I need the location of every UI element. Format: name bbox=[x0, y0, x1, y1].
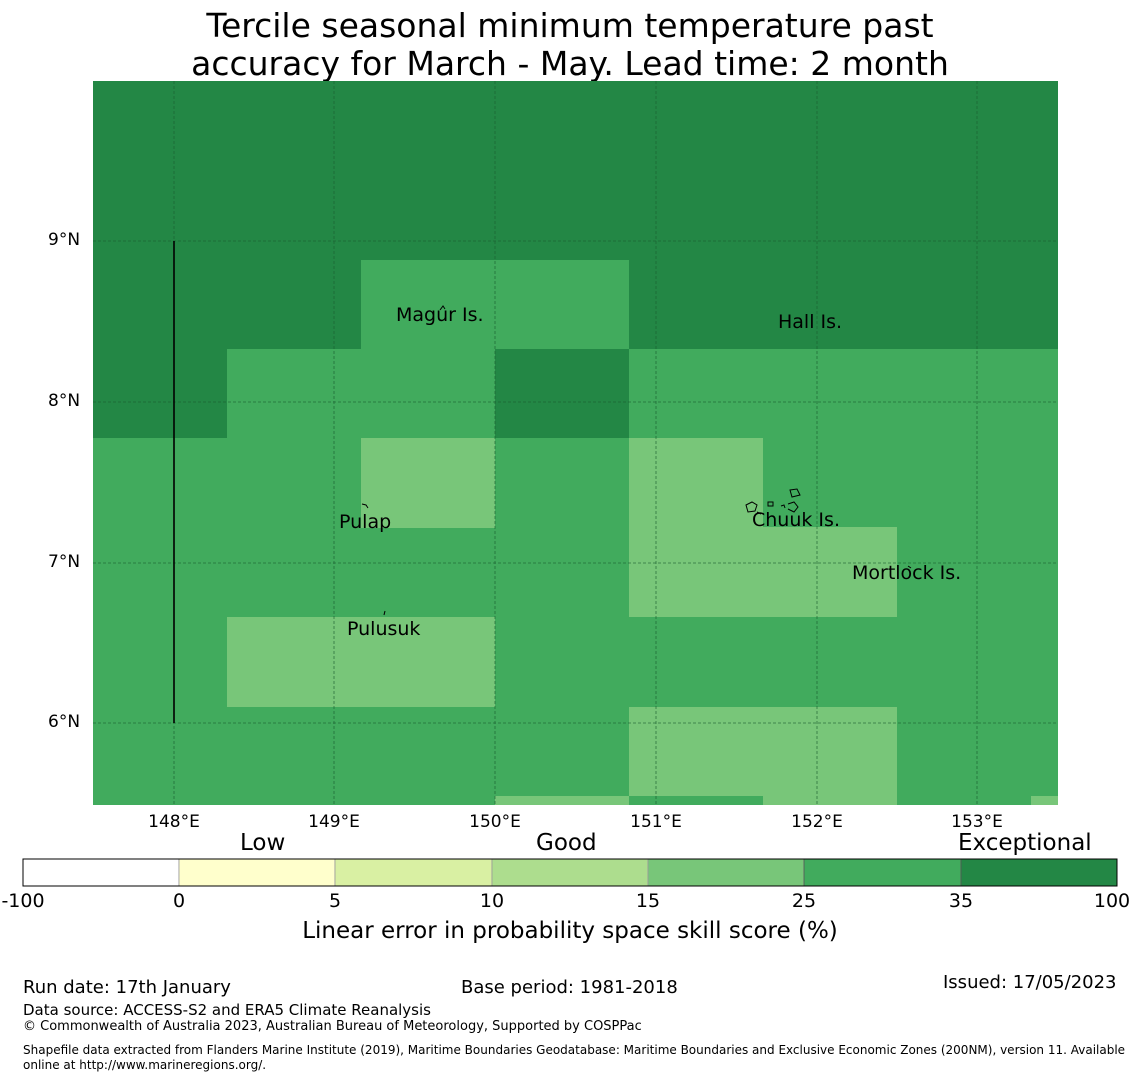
colorbar-segment-0-5 bbox=[178, 858, 336, 887]
chuuk-island-outline-5 bbox=[787, 501, 799, 513]
place-label-chuuk: Chuuk Is. bbox=[752, 509, 840, 531]
colorbar-tick-neg100: -100 bbox=[1, 890, 45, 912]
pulap-island-outline bbox=[361, 503, 369, 509]
chart-title-line-2: accuracy for March - May. Lead time: 2 m… bbox=[191, 44, 949, 83]
lon-label-152e: 152°E bbox=[791, 812, 843, 832]
colorbar-tick-25: 25 bbox=[791, 890, 817, 912]
colorbar-frame bbox=[22, 858, 1118, 887]
magur-skill-25-35-region bbox=[361, 260, 629, 349]
exceptional-regions bbox=[93, 81, 1058, 438]
place-label-mortlock: Mortlock Is. bbox=[852, 562, 962, 584]
skill-15-25-regions bbox=[227, 438, 1058, 805]
colorbar-segment-15-25 bbox=[647, 858, 805, 887]
island-outlines bbox=[361, 305, 912, 616]
place-label-pulap: Pulap bbox=[339, 511, 392, 533]
shapefile-credit-line-1: Shapefile data extracted from Flanders M… bbox=[23, 1043, 1126, 1057]
lon-label-149e: 149°E bbox=[308, 812, 360, 832]
colorbar-segment-25-35 bbox=[803, 858, 962, 887]
pulusuk-island-outline bbox=[383, 610, 386, 616]
colorbar-segment-35-100 bbox=[960, 858, 1118, 887]
category-good: Good bbox=[536, 830, 597, 856]
gridlines bbox=[93, 81, 1058, 805]
colorbar-tick-5: 5 bbox=[328, 890, 342, 912]
copyright-notice: © Commonwealth of Australia 2023, Austra… bbox=[23, 1019, 642, 1034]
run-date: Run date: 17th January bbox=[23, 977, 231, 998]
place-label-hall: Hall Is. bbox=[778, 311, 843, 333]
chuuk-island-outline-6 bbox=[756, 511, 762, 515]
lat-label-9n: 9°N bbox=[48, 230, 81, 250]
chuuk-island-outline-2 bbox=[767, 501, 774, 507]
place-label-magur: Magur Is. bbox=[396, 304, 484, 326]
lon-label-148e: 148°E bbox=[148, 812, 200, 832]
colorbar-tick-10: 10 bbox=[479, 890, 505, 912]
mortlock-island-outline bbox=[907, 565, 912, 569]
colorbar-label: Linear error in probability space skill … bbox=[302, 918, 838, 944]
place-label-pulusuk: Pulusuk bbox=[347, 618, 421, 640]
colorbar-tick-100: 100 bbox=[1093, 890, 1131, 912]
colorbar-tick-0: 0 bbox=[172, 890, 186, 912]
lat-label-8n: 8°N bbox=[48, 391, 81, 411]
lat-label-7n: 7°N bbox=[48, 552, 81, 572]
lat-label-6n: 6°N bbox=[48, 712, 81, 732]
chuuk-island-outline-1 bbox=[745, 501, 758, 513]
data-source: Data source: ACCESS-S2 and ERA5 Climate … bbox=[23, 1001, 431, 1019]
chart-title-line-1: Tercile seasonal minimum temperature pas… bbox=[206, 6, 934, 45]
shapefile-credit-line-2: online at http://www.marineregions.org/. bbox=[23, 1058, 267, 1072]
chuuk-island-outline-4 bbox=[789, 488, 801, 498]
magur-island-outline bbox=[439, 305, 446, 311]
lon-label-153e: 153°E bbox=[951, 812, 1003, 832]
chuuk-island-outline-3 bbox=[780, 504, 786, 509]
colorbar-segment-5-10 bbox=[334, 858, 493, 887]
colorbar-tick-35: 35 bbox=[948, 890, 974, 912]
lon-label-151e: 151°E bbox=[630, 812, 682, 832]
colorbar-tick-15: 15 bbox=[635, 890, 661, 912]
category-exceptional: Exceptional bbox=[958, 830, 1092, 856]
base-period: Base period: 1981-2018 bbox=[461, 977, 678, 998]
colorbar-segment-neg100-0 bbox=[22, 858, 180, 887]
category-low: Low bbox=[240, 830, 286, 856]
lon-label-150e: 150°E bbox=[469, 812, 521, 832]
colorbar-segment-10-15 bbox=[491, 858, 649, 887]
issued-date: Issued: 17/05/2023 bbox=[943, 972, 1117, 993]
